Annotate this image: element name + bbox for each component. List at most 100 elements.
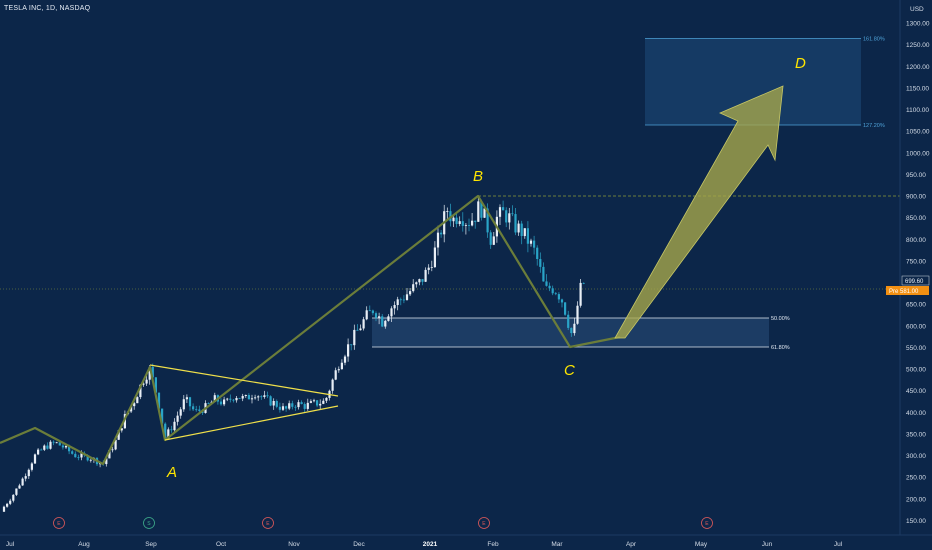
svg-text:S: S	[147, 521, 151, 527]
candle-body	[195, 409, 198, 411]
x-axis-ticks: Jul Aug Sep Oct Nov Dec 2021 Feb Mar Apr May Jun Jul	[6, 541, 843, 548]
candle-body	[297, 402, 300, 408]
candle-body	[40, 449, 43, 451]
triangle-lower-line[interactable]	[164, 405, 339, 441]
wave-label-d: D	[795, 55, 806, 72]
candle-body	[179, 409, 182, 416]
candle-body	[440, 232, 443, 235]
candle-body	[436, 232, 440, 248]
candle-body	[77, 457, 80, 459]
candle-body	[350, 344, 353, 346]
candle-body	[74, 453, 77, 458]
candle-body	[188, 397, 192, 407]
candle-body	[207, 403, 210, 404]
candle-body	[275, 400, 278, 407]
event-badge-e4[interactable]: E	[701, 517, 713, 529]
projection-arrow[interactable]	[614, 85, 784, 339]
x-tick-label: Jun	[762, 541, 773, 548]
candle-body	[390, 308, 393, 317]
y-tick-label: 200.00	[906, 496, 926, 503]
x-tick-label: Jul	[6, 541, 15, 548]
candle-body	[167, 429, 170, 439]
candle-body	[418, 279, 421, 283]
candle-body	[514, 214, 517, 233]
candle-body	[520, 223, 523, 237]
candle-body	[136, 397, 139, 404]
candle-body	[502, 207, 505, 211]
pre-market-tag: Pre 581.00	[886, 286, 929, 295]
candle-body	[362, 319, 365, 329]
candle-body	[157, 392, 161, 409]
candle-body	[64, 445, 68, 448]
candle-body	[52, 441, 55, 443]
candle-body	[130, 406, 133, 412]
candle-body	[294, 406, 297, 408]
x-tick-label: Apr	[626, 541, 637, 548]
candle-body	[409, 291, 412, 295]
event-badge-e1[interactable]: E	[53, 517, 65, 529]
x-tick-label: Dec	[353, 541, 365, 548]
candle-body	[49, 441, 52, 449]
candle-body	[86, 455, 89, 461]
last-price-tag: 699.60	[901, 275, 930, 286]
candle-body	[9, 500, 12, 504]
candle-body	[368, 310, 371, 312]
candle-body	[492, 236, 495, 245]
candle-body	[415, 282, 418, 285]
candle-body	[241, 396, 244, 399]
y-axis-ticks: 1300.00 1250.00 1200.00 1150.00 1100.00 1050.…	[906, 21, 930, 525]
candle-body	[433, 247, 436, 268]
y-tick-label: 600.00	[906, 323, 926, 330]
event-badge-e3[interactable]: E	[478, 517, 490, 529]
candle-body	[560, 299, 564, 303]
fib-label-127: 127.20%	[863, 123, 885, 129]
candle-body	[334, 370, 337, 380]
svg-text:E: E	[705, 521, 709, 527]
y-tick-label: 550.00	[906, 345, 926, 352]
candle-body	[272, 400, 275, 406]
candle-body	[254, 397, 257, 399]
candle-body	[353, 329, 356, 346]
candle-body	[467, 225, 471, 226]
candle-body	[108, 449, 111, 459]
candle-body	[278, 406, 281, 410]
y-tick-label: 400.00	[906, 410, 926, 417]
candle-body	[365, 310, 368, 320]
candle-body	[151, 366, 154, 378]
y-tick-label: 1200.00	[906, 64, 930, 71]
candle-body	[238, 397, 241, 399]
candle-body	[523, 228, 526, 237]
candle-body	[213, 395, 216, 402]
candle-body	[55, 442, 58, 444]
candle-body	[387, 316, 390, 321]
candle-body	[393, 305, 396, 309]
candle-body	[58, 442, 61, 446]
candle-body	[564, 302, 567, 315]
candle-body	[421, 279, 424, 282]
candle-body	[536, 247, 539, 260]
candle-body	[486, 208, 489, 233]
candle-body	[340, 362, 343, 370]
candle-body	[250, 398, 254, 400]
candle-body	[80, 453, 83, 458]
candle-body	[247, 395, 250, 400]
x-tick-label: Aug	[78, 541, 90, 548]
candle-body	[61, 445, 64, 448]
last-price-value: 699.60	[905, 279, 924, 285]
candle-body	[43, 445, 46, 450]
candle-body	[359, 328, 362, 331]
candle-body	[27, 469, 30, 477]
wave-pattern-line[interactable]	[0, 194, 621, 466]
candle-body	[303, 404, 306, 409]
candle-body	[145, 379, 148, 384]
event-badge-s[interactable]: S	[143, 517, 155, 529]
candle-body	[471, 220, 474, 226]
candle-body	[173, 421, 176, 431]
candle-body	[378, 316, 381, 318]
candle-body	[517, 223, 520, 233]
event-badge-e2[interactable]: E	[262, 517, 274, 529]
triangle-upper-line[interactable]	[149, 364, 339, 397]
svg-text:E: E	[482, 521, 486, 527]
y-tick-label: 800.00	[906, 237, 926, 244]
